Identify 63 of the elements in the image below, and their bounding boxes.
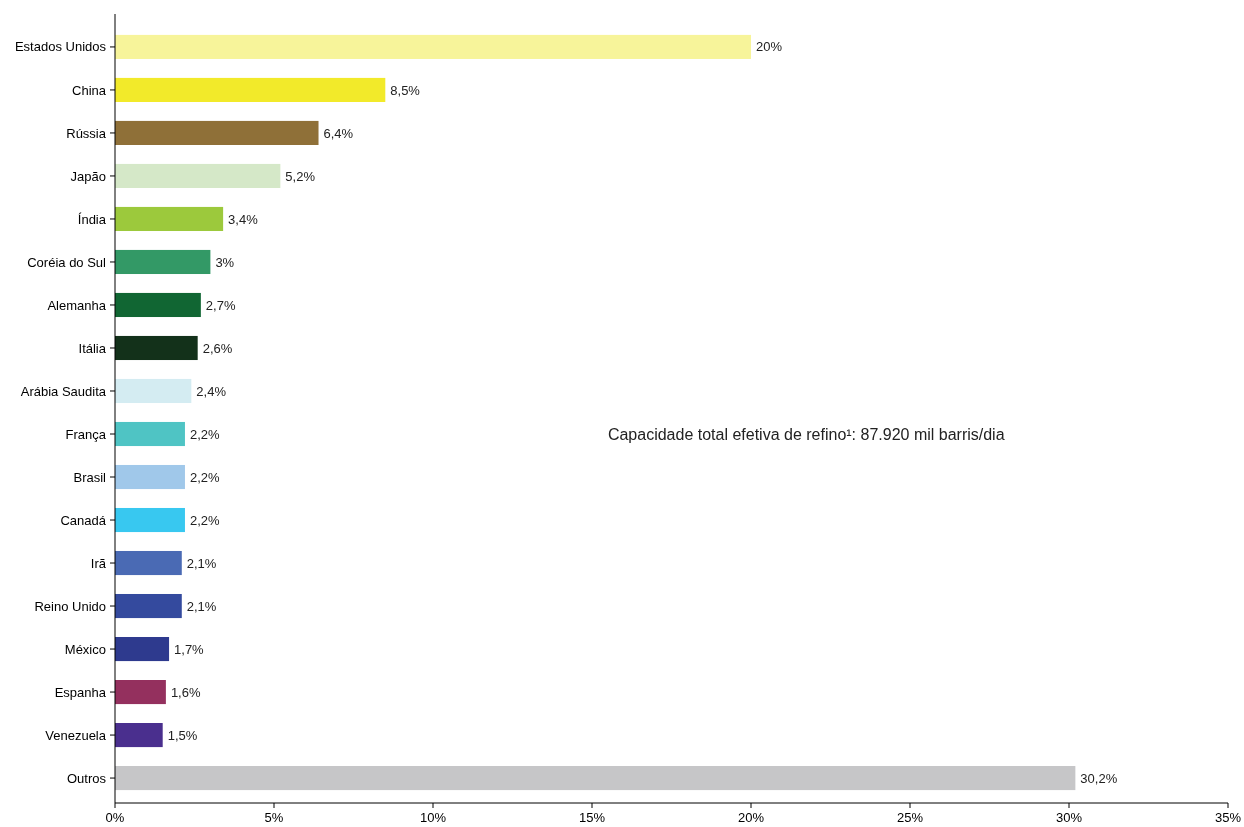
data-label: 1,7% <box>174 641 205 657</box>
y-tick-label: México <box>64 641 106 657</box>
x-tick-label: 20% <box>737 810 765 825</box>
annotation: Capacidade total efetiva de refino¹: 87.920 mil barris/dia <box>607 425 1005 443</box>
bar <box>115 292 201 318</box>
bar <box>115 378 192 404</box>
data-label: 2,1% <box>186 598 217 614</box>
y-tick-label: Arábia Saudita <box>20 383 107 399</box>
data-label: 20% <box>756 39 783 55</box>
data-label: 6,4% <box>323 125 354 141</box>
bar <box>115 593 182 619</box>
bar <box>115 249 211 275</box>
x-tick-label: 30% <box>1055 810 1083 825</box>
y-tick-label: Canadá <box>60 512 107 528</box>
y-tick-label: Espanha <box>54 684 107 700</box>
x-tick-label: 35% <box>1214 810 1242 825</box>
data-label: 2,4% <box>196 383 227 399</box>
bar <box>115 206 224 232</box>
y-tick-label: Japão <box>70 168 106 184</box>
data-label: 30,2% <box>1080 770 1118 786</box>
data-label: 3% <box>215 254 235 270</box>
y-tick-label: Irã <box>90 555 107 571</box>
y-tick-label: Coréia do Sul <box>27 254 107 270</box>
y-tick-label: Outros <box>66 770 107 786</box>
data-label: 2,6% <box>202 340 233 356</box>
x-tick-label: 0% <box>105 810 125 825</box>
bar <box>115 77 386 102</box>
bar <box>115 680 166 705</box>
bar <box>115 637 170 662</box>
bar <box>115 120 319 145</box>
y-tick-label: Alemanha <box>47 297 107 313</box>
bar <box>115 34 751 59</box>
y-tick-label: Venezuela <box>45 727 107 743</box>
bar <box>115 766 1076 791</box>
bar <box>115 163 281 189</box>
bar <box>115 723 163 748</box>
bar <box>115 550 182 576</box>
data-label: 2,2% <box>189 426 221 442</box>
bar <box>115 421 185 447</box>
data-label: 3,4% <box>228 211 259 227</box>
x-tick-label: 15% <box>578 810 606 825</box>
data-label: 2,2% <box>189 469 221 485</box>
bar <box>115 335 198 361</box>
data-label: 8,5% <box>390 82 421 98</box>
x-tick-label: 5% <box>264 810 284 825</box>
data-label: 1,6% <box>170 684 201 700</box>
y-tick-label: França <box>65 426 107 442</box>
bar <box>115 464 185 490</box>
y-tick-label: Índia <box>77 211 107 227</box>
bar <box>115 507 185 533</box>
x-tick-label: 10% <box>419 810 447 825</box>
x-tick-label: 25% <box>896 810 924 825</box>
y-tick-label: Rússia <box>66 125 107 141</box>
data-label: 2,7% <box>205 297 236 313</box>
y-tick-label: Estados Unidos <box>14 39 107 55</box>
data-label: 5,2% <box>285 168 316 184</box>
y-tick-label: Itália <box>78 340 107 356</box>
data-label: 1,5% <box>167 727 198 743</box>
data-label: 2,1% <box>186 555 217 571</box>
y-tick-label: China <box>72 82 107 98</box>
data-label: 2,2% <box>189 512 221 528</box>
y-tick-label: Reino Unido <box>34 598 106 614</box>
y-tick-label: Brasil <box>73 469 107 485</box>
